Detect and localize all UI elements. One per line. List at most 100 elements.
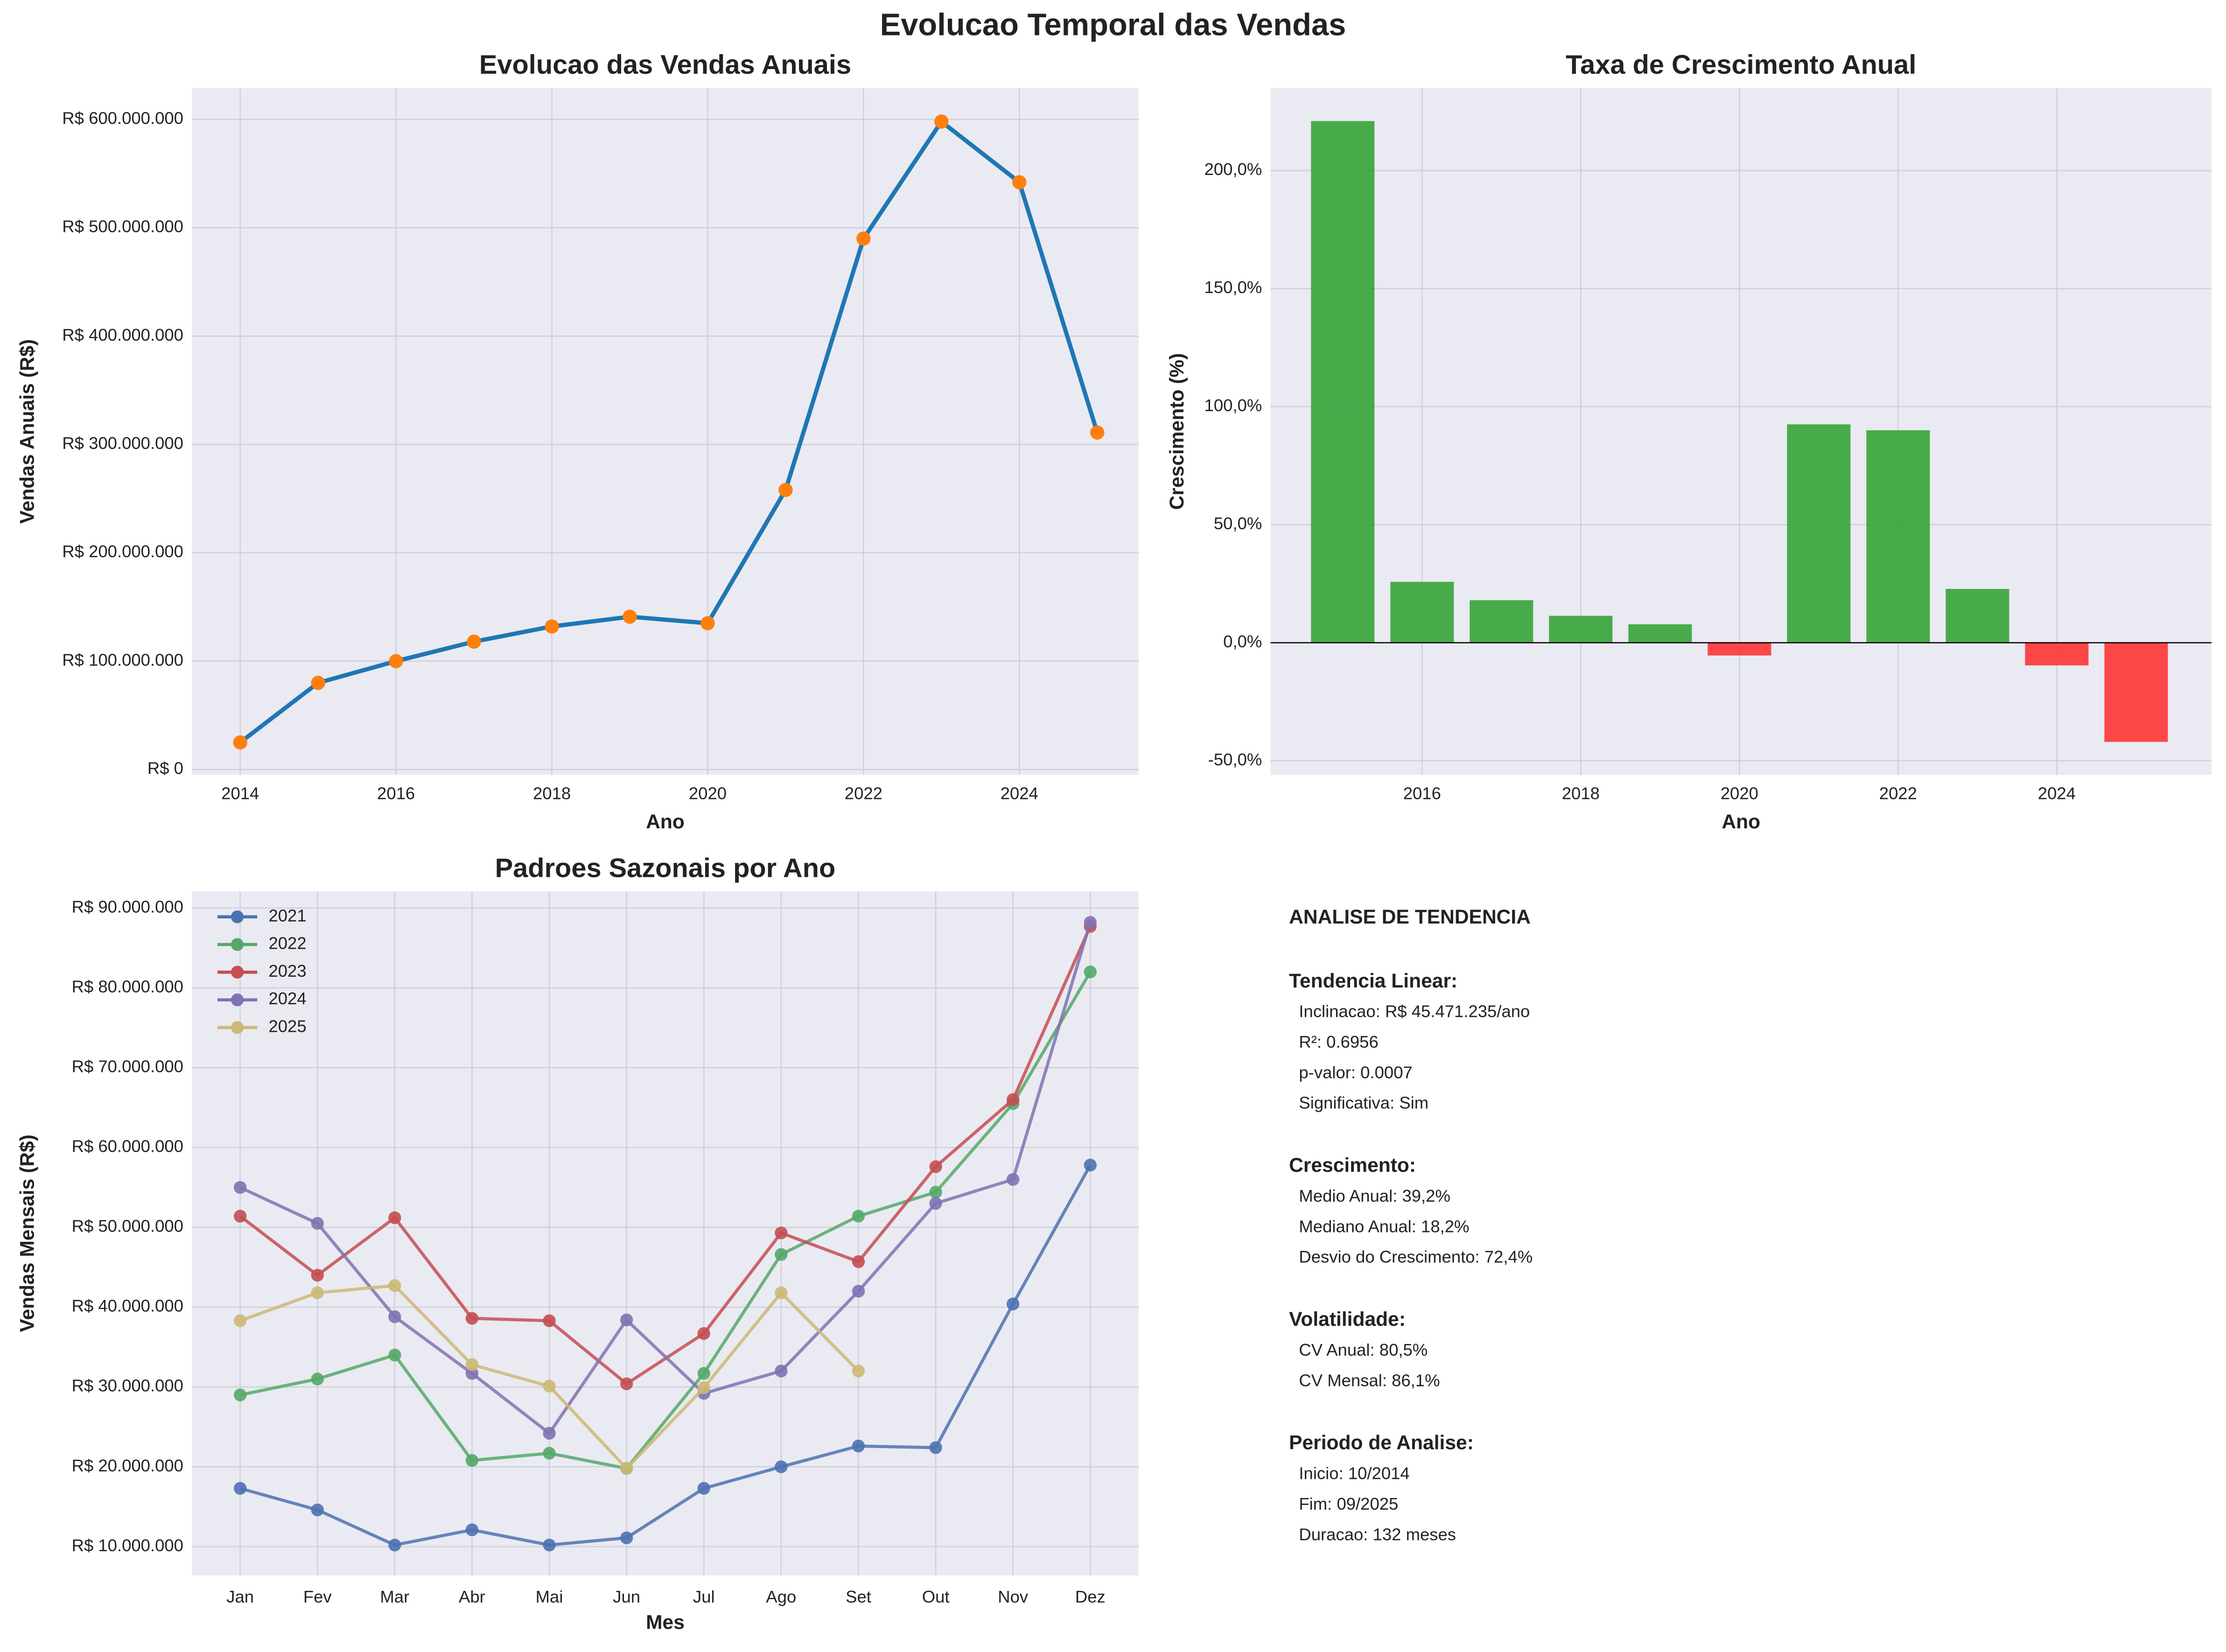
point [233,1181,247,1194]
point [311,1372,324,1386]
point [856,231,871,246]
analysis-heading: Periodo de Analise: [1289,1432,1474,1454]
point [778,483,793,497]
bar [2104,643,2168,742]
point [623,609,637,624]
analysis-line: Fim: 09/2025 [1299,1494,1398,1513]
point [1007,1297,1020,1310]
analysis-heading: Crescimento: [1289,1154,1416,1176]
x-tick-label: 2024 [2038,784,2076,803]
analysis-line: Mediano Anual: 18,2% [1299,1217,1469,1236]
point [1084,965,1097,979]
point [929,1160,942,1173]
bar [1866,430,1930,643]
point [852,1365,865,1378]
point [775,1365,788,1378]
analysis-line: Medio Anual: 39,2% [1299,1186,1450,1205]
series-line [239,971,1092,1470]
plot-area [192,88,1139,775]
point [465,1312,479,1325]
point [311,675,325,690]
x-axis-label: Ano [646,811,685,833]
x-tick-label: 2022 [1879,784,1917,803]
y-tick-label: 200,0% [1204,160,1262,179]
x-tick-label: Fev [303,1587,332,1606]
x-tick-label: Nov [998,1587,1029,1606]
legend-label: 2022 [268,934,306,953]
x-tick-label: Ago [766,1587,796,1606]
y-tick-label: R$ 10.000.000 [72,1536,183,1555]
legend-marker [231,938,244,951]
y-tick-label: 0,0% [1223,632,1262,651]
bar [1946,588,2009,643]
y-tick-label: 150,0% [1204,278,1262,297]
legend-label: 2025 [268,1016,306,1036]
x-tick-label: Dez [1075,1587,1106,1606]
point [775,1226,788,1239]
series-line [239,1164,1092,1547]
analysis-heading: Tendencia Linear: [1289,970,1457,992]
y-tick-label: R$ 20.000.000 [72,1456,183,1475]
point [775,1248,788,1261]
point [620,1462,633,1475]
x-tick-label: Jun [613,1587,640,1606]
figure-title: Evolucao Temporal das Vendas [880,7,1346,42]
x-tick-label: 2020 [1721,784,1758,803]
point [388,1211,401,1225]
y-tick-label: R$ 70.000.000 [72,1057,183,1076]
point [311,1503,324,1517]
point [388,1539,401,1552]
bar [1470,600,1533,643]
point [545,619,559,634]
point [1007,1093,1020,1106]
y-tick-label: R$ 50.000.000 [72,1217,183,1236]
x-tick-label: Set [846,1587,871,1606]
point [700,616,715,630]
legend-marker [231,1021,244,1034]
point [233,1388,247,1401]
y-tick-label: R$ 400.000.000 [62,325,183,344]
y-axis-label: Crescimento (%) [1166,353,1188,510]
analysis-line: Significativa: Sim [1299,1093,1428,1113]
point [620,1377,633,1390]
plot-area [1270,88,2212,775]
x-tick-label: Jul [693,1587,715,1606]
point [620,1531,633,1545]
y-tick-label: R$ 30.000.000 [72,1376,183,1395]
analysis-line: p-valor: 0.0007 [1299,1063,1412,1082]
y-tick-label: R$ 500.000.000 [62,217,183,236]
point [233,1482,247,1495]
bar [1787,424,1851,643]
point [465,1367,479,1380]
analysis-line: Inicio: 10/2014 [1299,1463,1409,1483]
y-tick-label: R$ 600.000.000 [62,109,183,128]
point [543,1379,556,1393]
x-tick-label: 2016 [377,784,415,803]
y-tick-label: R$ 100.000.000 [62,650,183,669]
point [1090,425,1105,440]
point [311,1217,324,1230]
analysis-line: CV Mensal: 86,1% [1299,1371,1440,1390]
point [697,1327,710,1340]
x-tick-label: 2018 [533,784,571,803]
point [852,1210,865,1223]
point [543,1539,556,1552]
legend-marker [231,910,244,924]
point [233,1314,247,1327]
x-tick-label: Out [922,1587,950,1606]
point [1084,1158,1097,1172]
bar [1628,624,1692,643]
y-tick-label: -50,0% [1208,750,1262,769]
point [697,1381,710,1394]
x-tick-label: Jan [226,1587,254,1606]
legend-marker [231,966,244,979]
analysis-line: R²: 0.6956 [1299,1032,1378,1051]
point [1084,916,1097,929]
x-tick-label: 2022 [845,784,882,803]
point [311,1286,324,1299]
x-tick-label: Mai [536,1587,563,1606]
point [543,1447,556,1460]
bar [1311,121,1375,643]
